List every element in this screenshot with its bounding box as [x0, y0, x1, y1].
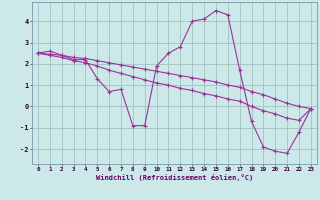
- X-axis label: Windchill (Refroidissement éolien,°C): Windchill (Refroidissement éolien,°C): [96, 174, 253, 181]
